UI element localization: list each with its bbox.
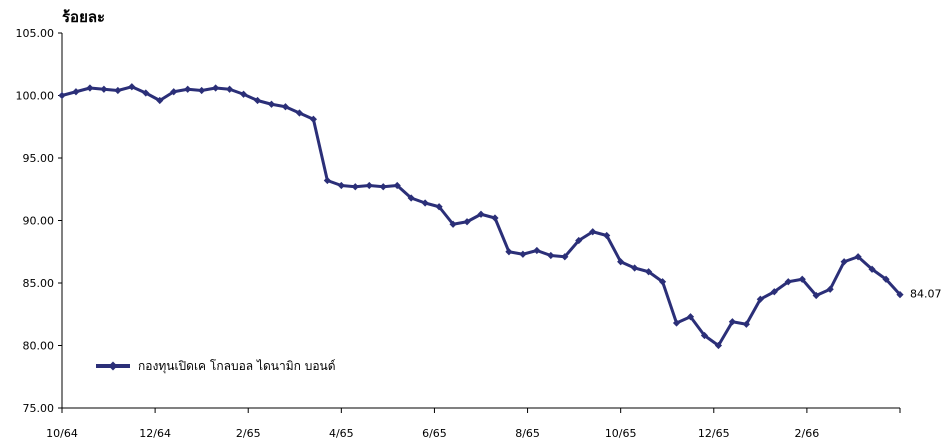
data-point-marker: [533, 246, 541, 255]
data-point-marker: [365, 181, 373, 190]
x-axis-ticks: 10/64 12/64 2/65 4/65 6/65 8/65 10/65 12/65 2/66: [46, 408, 901, 440]
data-point-marker: [700, 331, 709, 340]
data-point-marker: [505, 248, 513, 256]
data-point-marker: [798, 275, 806, 283]
data-point-marker: [226, 85, 234, 93]
data-point-marker: [351, 183, 359, 191]
data-point-marker: [868, 265, 876, 273]
data-point-marker: [198, 86, 206, 95]
data-point-marker: [337, 181, 345, 190]
data-point-marker: [519, 250, 527, 258]
legend-marker-diamond: [108, 361, 118, 371]
data-point-marker: [742, 320, 750, 328]
data-point-marker: [589, 228, 597, 236]
data-point-marker: [631, 264, 639, 272]
x-tick-label: 4/65: [329, 427, 354, 440]
data-point-marker: [477, 210, 485, 218]
data-point-marker: [728, 318, 736, 326]
data-point-marker: [239, 90, 248, 98]
data-point-marker: [645, 268, 653, 276]
y-axis-ticks: 75.00 80.00 85.00 90.00 95.00 100.00 105.00: [16, 27, 62, 415]
x-tick-label: 12/65: [698, 427, 730, 440]
data-point-marker: [617, 258, 625, 266]
data-point-marker: [658, 278, 667, 286]
end-value-label: 84.07: [910, 288, 942, 301]
data-point-marker: [491, 214, 499, 222]
x-tick-label: 2/65: [236, 427, 261, 440]
data-point-marker: [295, 109, 304, 117]
data-point-marker: [393, 181, 401, 190]
y-tick-label: 90.00: [23, 215, 55, 228]
data-point-marker: [281, 103, 290, 111]
y-tick-label: 85.00: [23, 277, 55, 290]
data-point-marker: [686, 313, 695, 321]
data-point-marker: [323, 176, 331, 185]
x-tick-label: 10/65: [605, 427, 637, 440]
data-point-marker: [463, 218, 471, 226]
y-axis-unit-label: ร้อยละ: [62, 8, 105, 26]
y-tick-label: 100.00: [16, 90, 55, 103]
data-point-marker: [756, 295, 764, 303]
data-point-marker: [142, 89, 150, 97]
x-tick-label: 2/66: [795, 427, 820, 440]
y-tick-label: 105.00: [16, 27, 55, 40]
data-point-marker: [449, 220, 457, 228]
data-point-marker: [812, 291, 820, 300]
data-point-marker: [100, 85, 108, 93]
data-point-marker: [72, 88, 80, 96]
data-point-marker: [309, 115, 317, 123]
legend-series-label: กองทุนเปิดเค โกลบอล ไดนามิก บอนด์: [138, 359, 336, 374]
data-point-marker: [603, 231, 611, 240]
data-point-marker: [407, 194, 415, 202]
y-tick-label: 80.00: [23, 340, 55, 353]
data-point-marker: [672, 319, 681, 327]
data-point-marker: [128, 83, 136, 91]
data-point-marker: [421, 199, 429, 207]
data-point-marker: [212, 84, 220, 92]
data-point-marker: [561, 253, 569, 261]
x-tick-label: 12/64: [139, 427, 171, 440]
data-point-marker: [86, 84, 94, 92]
data-point-marker: [770, 288, 778, 296]
data-point-marker: [114, 86, 122, 95]
data-point-marker: [826, 285, 834, 293]
legend: กองทุนเปิดเค โกลบอล ไดนามิก บอนด์: [96, 359, 336, 374]
x-tick-label: 6/65: [422, 427, 447, 440]
data-point-marker: [156, 96, 164, 105]
data-point-marker: [379, 183, 387, 191]
data-point-marker: [58, 91, 66, 100]
data-point-marker: [184, 85, 192, 93]
y-tick-label: 75.00: [23, 402, 55, 415]
plot-area: 84.07: [58, 83, 942, 350]
data-point-marker: [575, 236, 583, 245]
y-tick-label: 95.00: [23, 152, 55, 165]
data-point-marker: [882, 275, 890, 283]
data-point-marker: [547, 251, 555, 260]
data-point-marker: [253, 96, 262, 105]
data-point-marker: [840, 258, 848, 266]
x-tick-label: 8/65: [515, 427, 540, 440]
data-point-marker: [854, 253, 862, 261]
data-point-marker: [267, 100, 276, 108]
data-point-marker: [170, 88, 178, 96]
data-point-marker: [714, 341, 723, 350]
x-tick-label: 10/64: [46, 427, 78, 440]
data-point-marker: [435, 203, 443, 211]
data-point-marker: [896, 291, 904, 299]
data-point-marker: [784, 278, 792, 286]
